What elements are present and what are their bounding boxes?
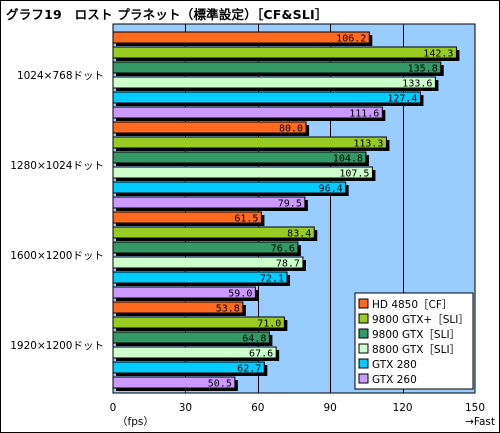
legend xyxy=(354,292,474,390)
x-tick-label: 90 xyxy=(324,402,337,414)
value-label: 113.3 xyxy=(353,139,383,150)
legend-item: 9800 GTX［SLI］ xyxy=(372,329,460,341)
legend-swatch xyxy=(358,298,369,309)
value-label: 59.0 xyxy=(228,289,252,300)
legend-swatch xyxy=(358,358,369,369)
bar-4-6 xyxy=(112,376,236,389)
value-label: 72.1 xyxy=(260,274,284,285)
legend-item: HD 4850［CF］ xyxy=(372,299,452,311)
value-label: 64.8 xyxy=(242,334,266,345)
category-label: 1600×1200ドット xyxy=(10,250,104,262)
value-label: 50.5 xyxy=(208,379,232,390)
bar-4-3 xyxy=(112,331,270,344)
x-axis-unit: （fps） xyxy=(117,416,154,428)
bar-4-1 xyxy=(112,301,244,314)
value-label: 127.4 xyxy=(387,94,417,105)
bar-1-5 xyxy=(112,91,421,104)
bar-3-6 xyxy=(112,286,256,299)
x-tick-label: 150 xyxy=(465,402,485,414)
x-axis-direction: →Fast xyxy=(465,416,495,428)
value-label: 111.6 xyxy=(349,109,379,120)
bar-3-1 xyxy=(112,211,262,224)
value-label: 133.6 xyxy=(402,79,432,90)
value-label: 78.7 xyxy=(276,259,300,270)
bar-4-5 xyxy=(112,361,265,374)
value-label: 71.0 xyxy=(257,319,281,330)
bar-4-4 xyxy=(112,346,277,359)
legend-item: 8800 GTX［SLI］ xyxy=(372,344,460,356)
value-label: 79.5 xyxy=(278,199,302,210)
value-label: 135.8 xyxy=(408,64,438,75)
category-label: 1920×1200ドット xyxy=(10,340,104,352)
value-label: 107.5 xyxy=(339,169,369,180)
bar-2-6 xyxy=(112,196,306,209)
value-label: 67.6 xyxy=(249,349,273,360)
bar-2-1 xyxy=(112,121,307,134)
bar-3-5 xyxy=(112,271,288,284)
bar-3-2 xyxy=(112,226,315,239)
legend-swatch xyxy=(358,313,369,324)
value-label: 80.0 xyxy=(279,124,303,135)
bar-3-3 xyxy=(112,241,299,254)
x-tick-label: 0 xyxy=(110,402,117,414)
x-tick-label: 60 xyxy=(251,402,264,414)
bar-2-4 xyxy=(112,166,373,179)
bar-1-1 xyxy=(112,31,370,44)
legend-item: GTX 280 xyxy=(372,359,417,371)
x-tick-label: 30 xyxy=(179,402,192,414)
legend-swatch xyxy=(358,328,369,339)
bar-2-5 xyxy=(112,181,347,194)
x-tick-label: 120 xyxy=(393,402,413,414)
category-label: 1280×1024ドット xyxy=(10,160,104,172)
legend-item: GTX 260 xyxy=(372,374,417,386)
value-label: 104.8 xyxy=(333,154,363,165)
value-label: 76.6 xyxy=(271,244,295,255)
value-label: 53.8 xyxy=(216,304,240,315)
bar-1-4 xyxy=(112,76,436,89)
value-label: 106.2 xyxy=(336,34,366,45)
legend-swatch xyxy=(358,373,369,384)
category-label: 1024×768ドット xyxy=(17,70,104,82)
bar-2-3 xyxy=(112,151,367,164)
legend-swatch xyxy=(358,343,369,354)
value-label: 62.7 xyxy=(237,364,261,375)
value-label: 96.4 xyxy=(319,184,343,195)
bar-1-2 xyxy=(112,46,457,59)
bar-1-3 xyxy=(112,61,442,74)
value-label: 61.5 xyxy=(234,214,258,225)
bar-2-2 xyxy=(112,136,387,149)
value-label: 142.3 xyxy=(423,49,453,60)
value-label: 83.4 xyxy=(287,229,311,240)
bar-4-2 xyxy=(112,316,285,329)
legend-item: 9800 GTX+［SLI］ xyxy=(372,314,469,326)
bar-1-6 xyxy=(112,106,383,119)
bar-3-4 xyxy=(112,256,304,269)
chart-title: グラフ19 ロスト プラネット（標準設定）［CF&SLI］ xyxy=(6,7,328,22)
